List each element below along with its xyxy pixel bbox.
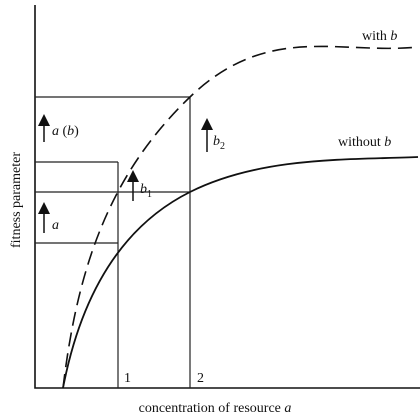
arrow-label: a (b)	[52, 124, 79, 139]
concentration-label: 2	[197, 371, 204, 386]
curve-without-b	[62, 156, 419, 389]
curve-label: with b	[362, 29, 397, 44]
axes	[34, 5, 420, 389]
arrow-label: b1	[140, 182, 152, 200]
x-axis-label: concentration of resource a	[139, 401, 292, 416]
arrow-label: b2	[213, 134, 225, 152]
arrows	[38, 114, 213, 233]
arrow-label: a	[52, 218, 59, 233]
y-axis-label: fitness parameter	[9, 152, 24, 248]
curve-with-b	[62, 45, 419, 389]
guide-lines	[35, 96, 191, 388]
concentration-label: 1	[124, 371, 131, 386]
curve-label: without b	[338, 135, 391, 150]
